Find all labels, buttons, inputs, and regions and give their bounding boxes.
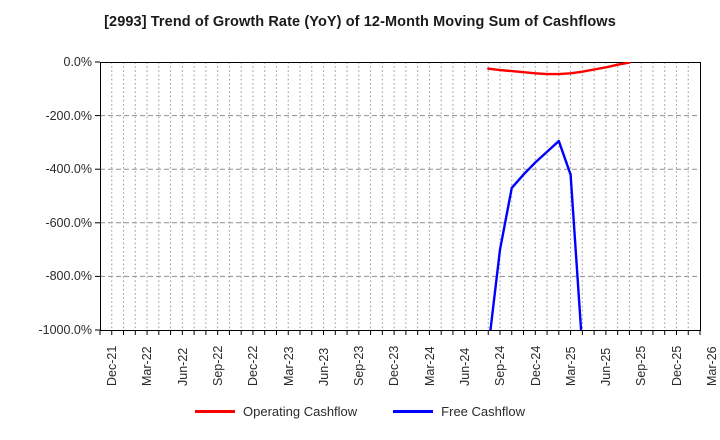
- plot-frame: [100, 62, 701, 331]
- series-line-free-cashflow: [489, 139, 583, 330]
- x-axis-tick-label: Mar-26: [705, 346, 719, 386]
- legend-label: Operating Cashflow: [243, 404, 358, 419]
- x-axis-tick-label: Mar-22: [140, 346, 155, 386]
- x-axis-tick-label: Dec-25: [669, 345, 684, 386]
- x-axis-tick-label: Mar-24: [422, 346, 437, 386]
- chart-legend: Operating Cashflow Free Cashflow: [0, 404, 720, 419]
- series-line-operating-cashflow: [487, 62, 631, 76]
- x-axis-tick-label: Dec-23: [387, 345, 402, 386]
- x-axis-tick-label: Dec-24: [528, 345, 543, 386]
- y-axis-tick-label: -400.0%: [45, 162, 92, 177]
- legend-label: Free Cashflow: [441, 404, 525, 419]
- legend-color-swatch: [195, 410, 235, 413]
- x-axis-tick-label: Jun-23: [316, 347, 331, 386]
- legend-item[interactable]: Operating Cashflow: [195, 404, 357, 419]
- x-axis-tick-label: Sep-22: [210, 345, 225, 386]
- x-axis-tick-label: Mar-23: [281, 346, 296, 386]
- legend-color-swatch: [393, 410, 434, 413]
- y-axis-tick-label: -600.0%: [45, 215, 92, 230]
- x-axis-tick-label: Sep-24: [493, 345, 508, 386]
- x-axis-tick-label: Sep-25: [634, 345, 649, 386]
- chart-title: [2993] Trend of Growth Rate (YoY) of 12-…: [104, 14, 616, 30]
- y-axis-tick-label: 0.0%: [63, 55, 93, 69]
- x-axis-tick-label: Jun-22: [175, 347, 190, 386]
- y-axis-tick-label: -800.0%: [45, 269, 92, 284]
- x-axis-tick-label: Dec-21: [105, 345, 119, 386]
- x-axis-tick-label: Sep-23: [352, 345, 367, 386]
- y-axis-tick-label: -200.0%: [45, 108, 92, 123]
- data-series-lines: [487, 62, 631, 330]
- x-axis-tick-label: Jun-25: [599, 347, 614, 386]
- x-axis-tick-label: Mar-25: [563, 346, 578, 386]
- legend-item[interactable]: Free Cashflow: [393, 404, 525, 419]
- y-axis-tick-labels: 0.0% -200.0% -400.0% -600.0% -800.0% -1000.0%: [0, 0, 94, 440]
- gridlines: [100, 62, 700, 330]
- x-axis-tick-label: Jun-24: [457, 347, 472, 386]
- y-axis-tick-label: -1000.0%: [38, 323, 92, 337]
- x-axis-tick-label: Dec-22: [246, 345, 261, 386]
